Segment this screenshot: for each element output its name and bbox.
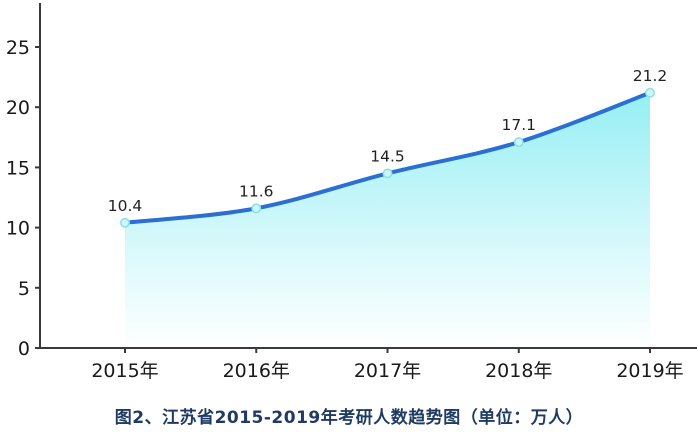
y-axis-label: 25 (6, 37, 30, 59)
x-axis-label: 2018年 (485, 360, 552, 382)
data-point-label: 17.1 (501, 116, 536, 134)
data-point-marker (382, 168, 393, 179)
x-axis-label: 2019年 (616, 360, 683, 382)
data-point-marker (120, 217, 130, 228)
chart-title: 图2、江苏省2015-2019年考研人数趋势图（单位：万人） (114, 408, 584, 428)
x-axis-label: 2015年 (91, 360, 158, 382)
y-axis-label: 10 (6, 218, 30, 240)
y-axis-label: 15 (6, 157, 30, 179)
data-point-marker (645, 87, 655, 98)
y-axis-label: 5 (18, 278, 30, 300)
data-point-label: 14.5 (370, 147, 405, 165)
data-point-marker (251, 203, 262, 214)
y-axis-label: 20 (6, 97, 30, 119)
x-axis-label: 2017年 (354, 360, 421, 382)
data-point-label: 21.2 (633, 67, 668, 85)
data-point-marker (513, 137, 524, 148)
data-point-label: 10.4 (108, 197, 143, 215)
area-fill (125, 92, 650, 348)
x-axis-label: 2016年 (223, 360, 290, 382)
data-point-label: 11.6 (239, 182, 274, 200)
y-axis-label: 0 (18, 338, 30, 360)
trend-area-chart: 0 5 10 15 20 25 2015年 2016年 2017年 2018年 2019年 10.4 1… (6, 3, 697, 382)
